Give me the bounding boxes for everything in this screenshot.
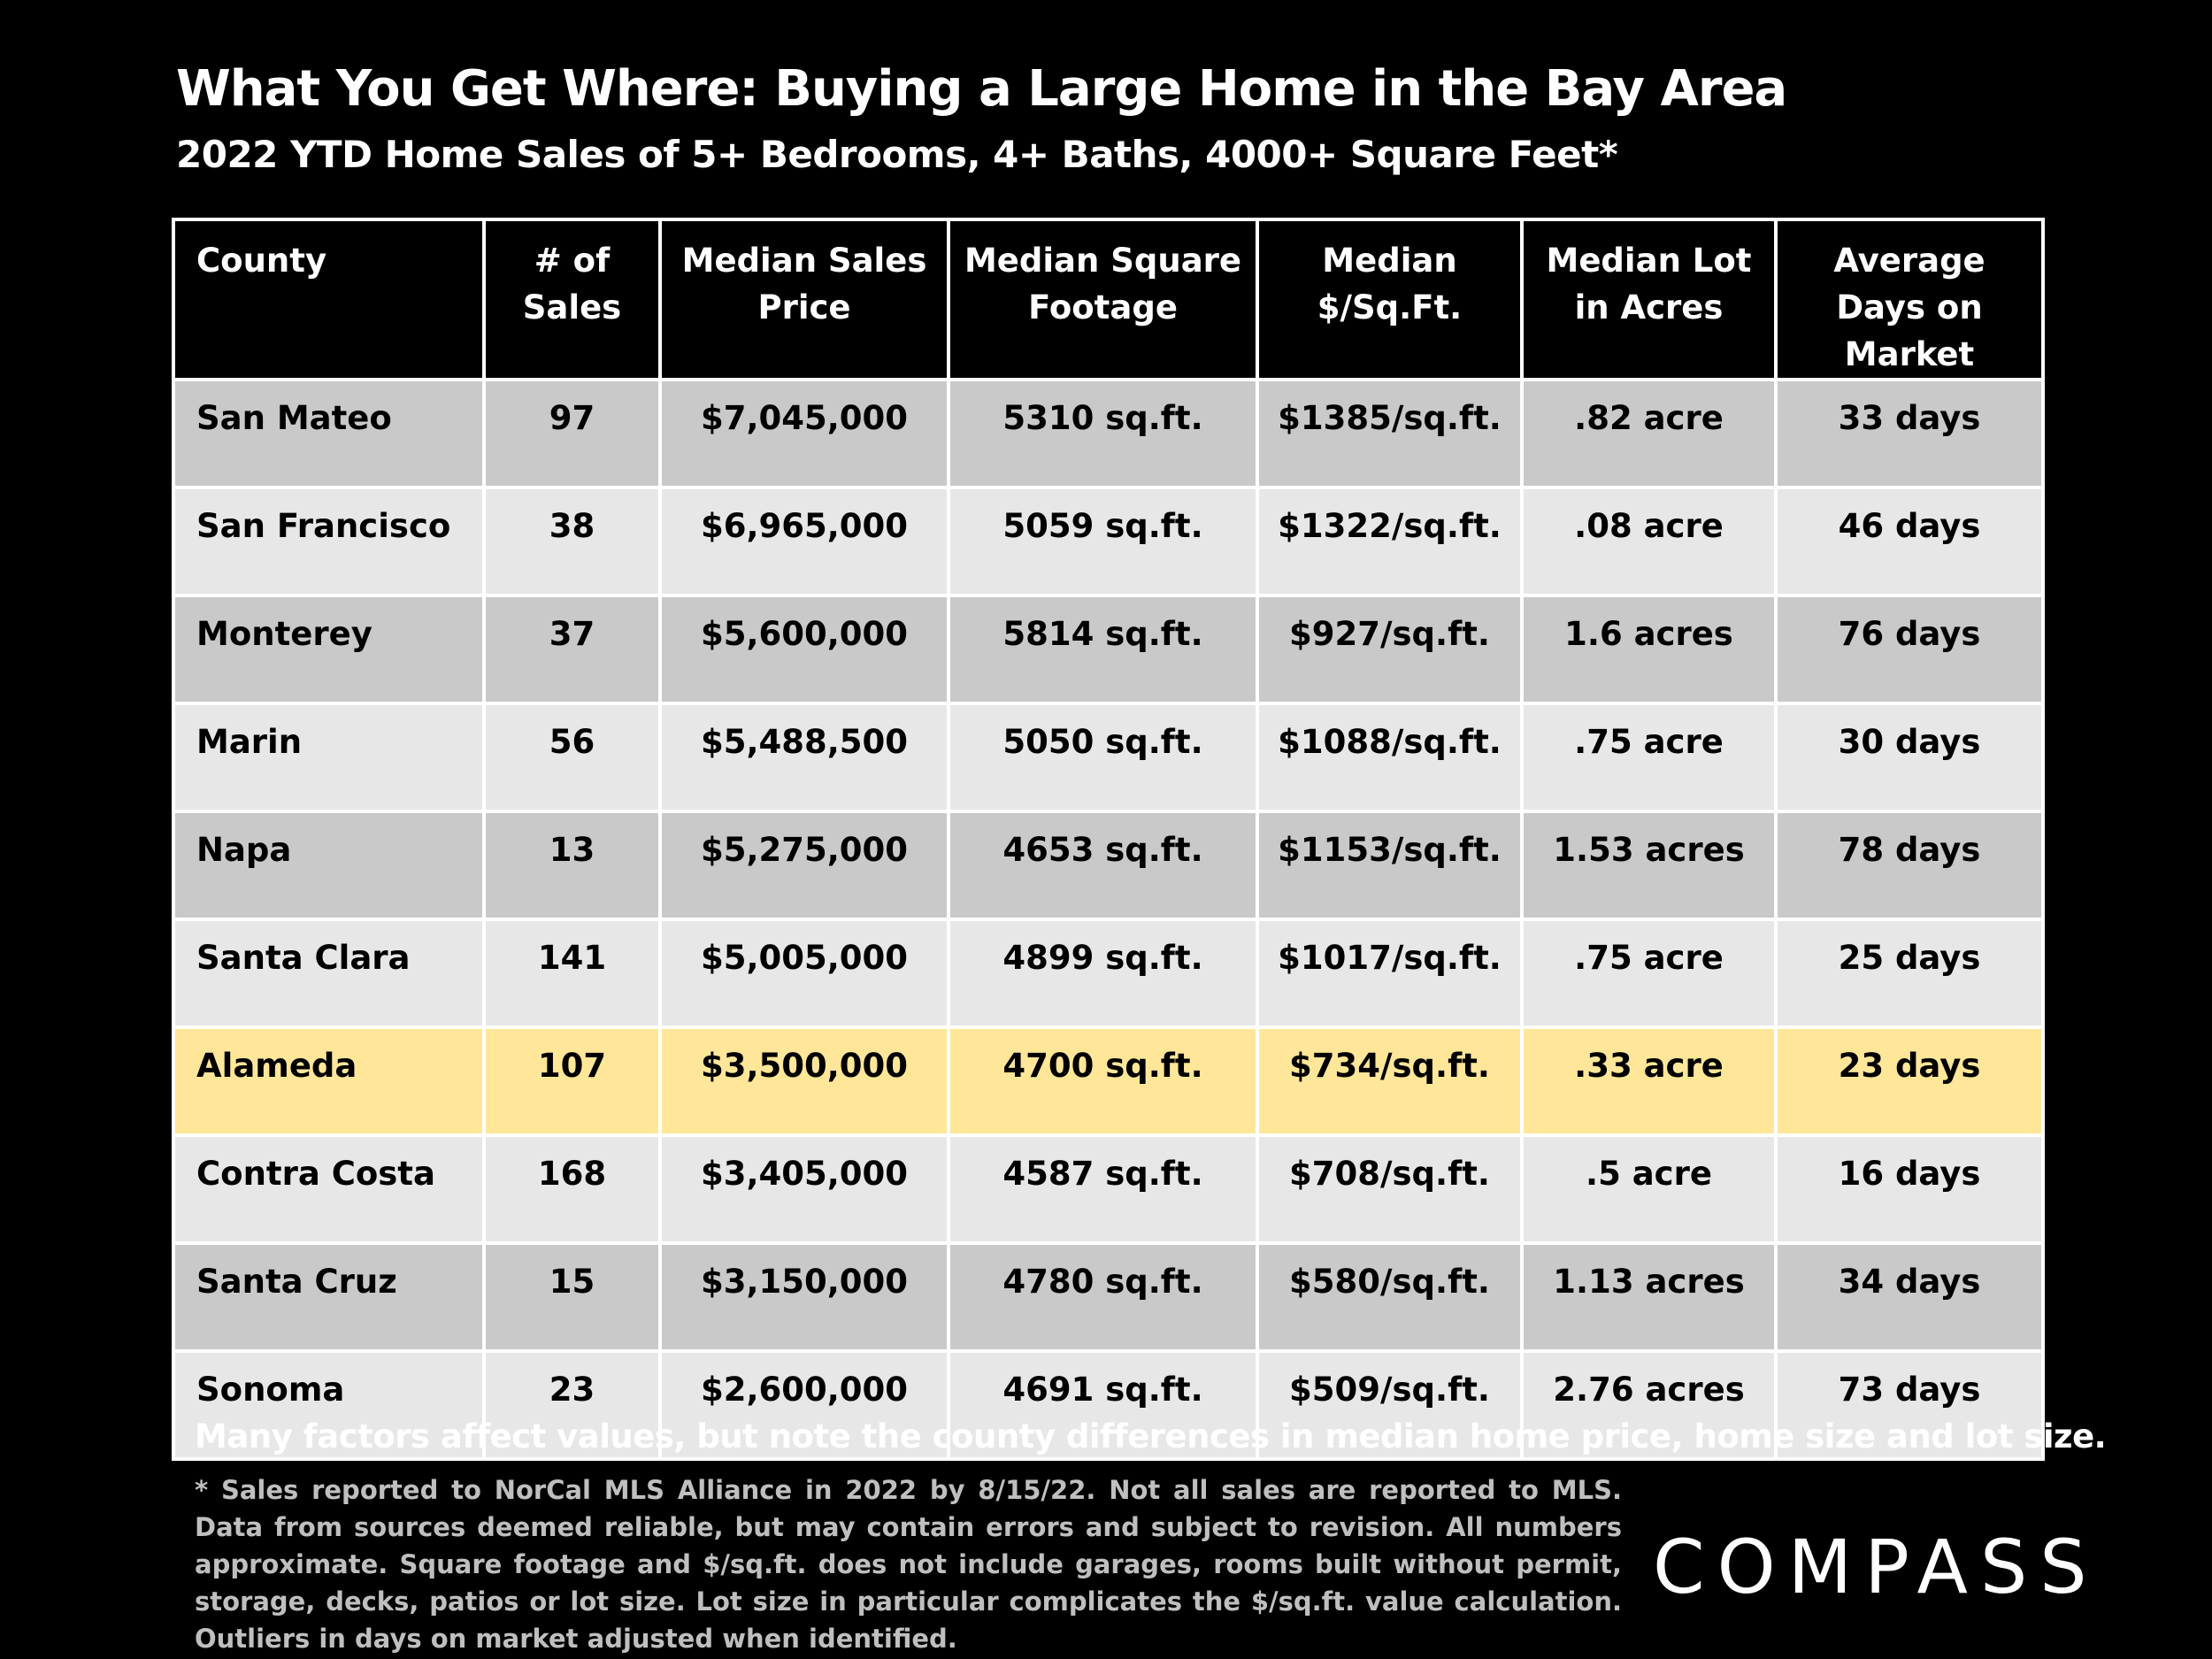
- data-cell: 1.13 acres: [1520, 1241, 1778, 1353]
- data-cell: $5,005,000: [658, 918, 950, 1029]
- data-cell: 78 days: [1774, 810, 2045, 921]
- data-cell: $6,965,000: [658, 486, 950, 597]
- column-header: Median $/Sq.Ft.: [1256, 218, 1524, 381]
- header-row: County # of Sales Median Sales Price Median…: [172, 218, 2045, 381]
- data-cell: 97: [482, 378, 662, 489]
- data-cell: 5050 sq.ft.: [947, 702, 1259, 813]
- table-row: San Francisco 38 $6,965,000 5059 sq.ft. $132…: [172, 486, 2045, 597]
- data-cell: $1385/sq.ft.: [1256, 378, 1524, 489]
- data-cell: 107: [482, 1025, 662, 1137]
- data-cell: $1017/sq.ft.: [1256, 918, 1524, 1029]
- data-cell: $509/sq.ft.: [1256, 1349, 1524, 1461]
- data-cell: .33 acre: [1520, 1025, 1778, 1137]
- table-row: Napa 13 $5,275,000 4653 sq.ft. $1153/sq.ft. 1…: [172, 810, 2045, 921]
- data-cell: .5 acre: [1520, 1133, 1778, 1245]
- column-header: # of Sales: [482, 218, 662, 381]
- data-cell: 4780 sq.ft.: [947, 1241, 1259, 1353]
- county-cell: Marin: [172, 702, 486, 813]
- data-cell: 46 days: [1774, 486, 2045, 597]
- county-cell: Santa Clara: [172, 918, 486, 1029]
- data-cell: 13: [482, 810, 662, 921]
- data-cell: 37: [482, 594, 662, 705]
- data-cell: 1.6 acres: [1520, 594, 1778, 705]
- data-cell: 4899 sq.ft.: [947, 918, 1259, 1029]
- data-cell: 2.76 acres: [1520, 1349, 1778, 1461]
- column-header: Median Lot in Acres: [1520, 218, 1778, 381]
- data-cell: $3,150,000: [658, 1241, 950, 1353]
- data-cell: 168: [482, 1133, 662, 1245]
- data-cell: .75 acre: [1520, 702, 1778, 813]
- table-row: Alameda 107 $3,500,000 4700 sq.ft. $734/sq.f…: [172, 1025, 2045, 1137]
- column-header: Median Square Footage: [947, 218, 1259, 381]
- column-header: Median Sales Price: [658, 218, 950, 381]
- data-cell: 5059 sq.ft.: [947, 486, 1259, 597]
- county-cell: San Mateo: [172, 378, 486, 489]
- data-cell: 4700 sq.ft.: [947, 1025, 1259, 1137]
- data-cell: $2,600,000: [658, 1349, 950, 1461]
- data-cell: $927/sq.ft.: [1256, 594, 1524, 705]
- data-cell: 4653 sq.ft.: [947, 810, 1259, 921]
- logo: COMPASS: [1653, 1524, 2100, 1610]
- data-cell: 73 days: [1774, 1349, 2045, 1461]
- data-cell: 16 days: [1774, 1133, 2045, 1245]
- data-cell: 23: [482, 1349, 662, 1461]
- data-cell: $5,488,500: [658, 702, 950, 813]
- data-cell: 34 days: [1774, 1241, 2045, 1353]
- county-cell: Napa: [172, 810, 486, 921]
- data-cell: 30 days: [1774, 702, 2045, 813]
- data-cell: 5310 sq.ft.: [947, 378, 1259, 489]
- footnote: * Sales reported to NorCal MLS Alliance …: [195, 1475, 1622, 1654]
- table-row: San Mateo 97 $7,045,000 5310 sq.ft. $1385/sq…: [172, 378, 2045, 489]
- data-cell: $1088/sq.ft.: [1256, 702, 1524, 813]
- data-cell: 56: [482, 702, 662, 813]
- county-cell: Alameda: [172, 1025, 486, 1137]
- data-cell: 4691 sq.ft.: [947, 1349, 1259, 1461]
- data-cell: 33 days: [1774, 378, 2045, 489]
- subtitle: 2022 YTD Home Sales of 5+ Bedrooms, 4+ B…: [176, 133, 1618, 176]
- county-cell: Contra Costa: [172, 1133, 486, 1245]
- table-row: Santa Cruz 15 $3,150,000 4780 sq.ft. $580/sq…: [172, 1241, 2045, 1353]
- data-cell: $5,600,000: [658, 594, 950, 705]
- table-row: Contra Costa 168 $3,405,000 4587 sq.ft. $708…: [172, 1133, 2045, 1245]
- data-table: County # of Sales Median Sales Price Median…: [172, 218, 2045, 1461]
- data-cell: $5,275,000: [658, 810, 950, 921]
- county-cell: Santa Cruz: [172, 1241, 486, 1353]
- column-header: County: [172, 218, 486, 381]
- data-cell: 5814 sq.ft.: [947, 594, 1259, 705]
- note: Many factors affect values, but note the…: [195, 1417, 2107, 1455]
- data-cell: .82 acre: [1520, 378, 1778, 489]
- data-cell: $734/sq.ft.: [1256, 1025, 1524, 1137]
- data-cell: $580/sq.ft.: [1256, 1241, 1524, 1353]
- table-row: Santa Clara 141 $5,005,000 4899 sq.ft. $1017…: [172, 918, 2045, 1029]
- data-cell: $1322/sq.ft.: [1256, 486, 1524, 597]
- county-cell: San Francisco: [172, 486, 486, 597]
- data-cell: $7,045,000: [658, 378, 950, 489]
- data-cell: 25 days: [1774, 918, 2045, 1029]
- table-row: Sonoma 23 $2,600,000 4691 sq.ft. $509/sq.ft.…: [172, 1349, 2045, 1461]
- data-cell: 141: [482, 918, 662, 1029]
- data-cell: 23 days: [1774, 1025, 2045, 1137]
- data-cell: 1.53 acres: [1520, 810, 1778, 921]
- data-cell: 76 days: [1774, 594, 2045, 705]
- data-cell: $708/sq.ft.: [1256, 1133, 1524, 1245]
- title: What You Get Where: Buying a Large Home …: [176, 60, 1787, 118]
- data-cell: 15: [482, 1241, 662, 1353]
- data-cell: $3,405,000: [658, 1133, 950, 1245]
- column-header: Average Days on Market: [1774, 218, 2045, 381]
- table-row: Marin 56 $5,488,500 5050 sq.ft. $1088/sq.ft.…: [172, 702, 2045, 813]
- data-cell: .75 acre: [1520, 918, 1778, 1029]
- data-cell: $1153/sq.ft.: [1256, 810, 1524, 921]
- table-row: Monterey 37 $5,600,000 5814 sq.ft. $927/sq.f…: [172, 594, 2045, 705]
- data-cell: $3,500,000: [658, 1025, 950, 1137]
- county-cell: Monterey: [172, 594, 486, 705]
- data-cell: 38: [482, 486, 662, 597]
- data-cell: 4587 sq.ft.: [947, 1133, 1259, 1245]
- county-cell: Sonoma: [172, 1349, 486, 1461]
- data-cell: .08 acre: [1520, 486, 1778, 597]
